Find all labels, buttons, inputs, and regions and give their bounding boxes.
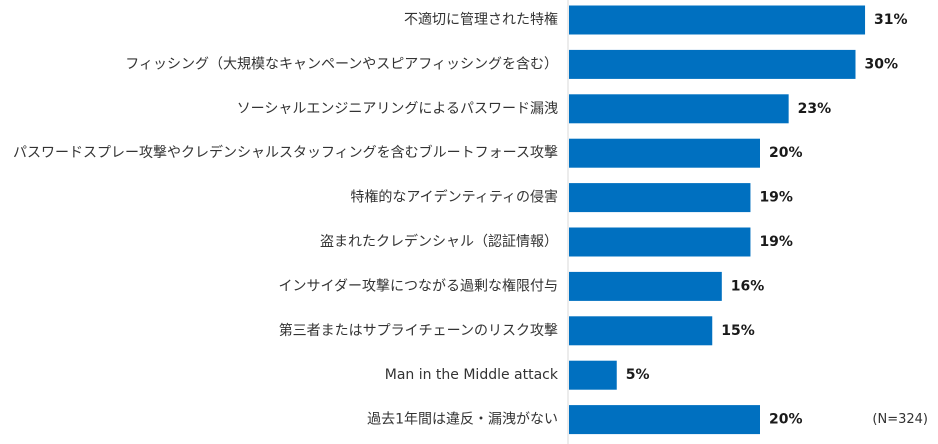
bar — [569, 94, 789, 124]
bar — [569, 271, 722, 301]
value-label: 30% — [865, 56, 899, 72]
sample-size-note: (N=324) — [872, 412, 928, 427]
bar — [569, 183, 751, 213]
value-label: 19% — [759, 234, 793, 250]
value-label: 15% — [721, 323, 755, 339]
value-label: 19% — [759, 190, 793, 206]
category-label: 過去1年間は違反・漏洩がない — [367, 412, 558, 428]
bar — [569, 227, 751, 257]
category-label: パスワードスプレー攻撃やクレデンシャルスタッフィングを含むブルートフォース攻撃 — [13, 144, 558, 161]
category-label: ソーシャルエンジニアリングによるパスワード漏洩 — [237, 101, 558, 117]
category-label: 第三者またはサプライチェーンのリスク攻撃 — [279, 322, 558, 339]
category-label: 特権的なアイデンティティの侵害 — [350, 189, 558, 206]
bar — [569, 405, 760, 435]
category-label: インサイダー攻撃につながる過剰な権限付与 — [279, 277, 558, 294]
category-label: 不適切に管理された特権 — [404, 11, 558, 28]
value-label: 20% — [769, 412, 803, 428]
bar — [569, 138, 760, 168]
value-label: 31% — [874, 12, 908, 28]
bar — [569, 360, 617, 390]
category-label: Man in the Middle attack — [385, 367, 559, 383]
value-label: 23% — [798, 101, 832, 117]
bar — [569, 5, 866, 35]
value-label: 16% — [731, 278, 765, 294]
value-label: 20% — [769, 145, 803, 161]
category-label: フィッシング（大規模なキャンペーンやスピアフィッシングを含む） — [125, 56, 558, 72]
category-label: 盗まれたクレデンシャル（認証情報） — [320, 233, 558, 250]
bar — [569, 316, 713, 346]
bar — [569, 49, 856, 79]
value-label: 5% — [626, 367, 650, 383]
